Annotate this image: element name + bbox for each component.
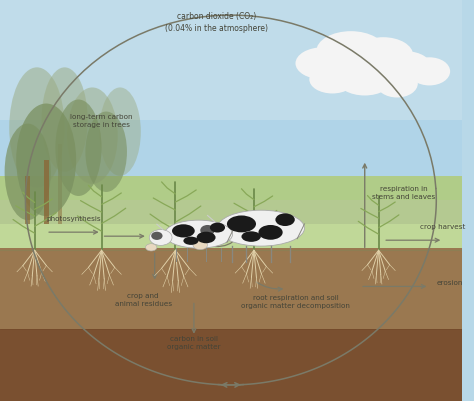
Ellipse shape: [376, 70, 418, 98]
Ellipse shape: [353, 38, 413, 74]
Ellipse shape: [183, 237, 199, 245]
Bar: [44, 160, 49, 225]
Ellipse shape: [381, 52, 432, 84]
Text: erosion: erosion: [436, 280, 463, 286]
Bar: [0, 329, 462, 401]
Ellipse shape: [295, 48, 351, 80]
Text: respiration in
stems and leaves: respiration in stems and leaves: [373, 186, 436, 199]
Text: long-term carbon
storage in trees: long-term carbon storage in trees: [70, 113, 133, 127]
Text: crop harvest: crop harvest: [420, 224, 465, 229]
Text: photosynthesis: photosynthesis: [46, 216, 101, 221]
Ellipse shape: [9, 68, 64, 188]
Ellipse shape: [146, 244, 157, 251]
Bar: [0, 0, 462, 120]
Ellipse shape: [197, 232, 216, 244]
Ellipse shape: [258, 225, 283, 240]
Bar: [26, 176, 29, 225]
Ellipse shape: [227, 216, 256, 233]
Ellipse shape: [151, 232, 163, 240]
Text: carbon dioxide (CO₂)
(0.04% in the atmosphere): carbon dioxide (CO₂) (0.04% in the atmos…: [165, 12, 268, 33]
Ellipse shape: [193, 241, 208, 250]
Ellipse shape: [5, 124, 51, 221]
Text: root respiration and soil
organic matter decomposition: root respiration and soil organic matter…: [241, 295, 350, 309]
Bar: [0, 225, 462, 257]
Ellipse shape: [316, 32, 385, 72]
Ellipse shape: [164, 221, 233, 249]
Bar: [0, 0, 462, 225]
Ellipse shape: [55, 100, 101, 196]
Bar: [0, 176, 462, 257]
Ellipse shape: [198, 223, 227, 243]
Ellipse shape: [241, 232, 261, 242]
Ellipse shape: [275, 214, 295, 227]
Ellipse shape: [99, 88, 141, 176]
Ellipse shape: [85, 112, 127, 192]
Ellipse shape: [200, 225, 215, 236]
Ellipse shape: [409, 58, 450, 86]
Ellipse shape: [172, 225, 195, 238]
Ellipse shape: [67, 88, 118, 184]
Ellipse shape: [42, 68, 88, 172]
Bar: [58, 144, 62, 225]
Text: carbon in soil
organic matter: carbon in soil organic matter: [167, 335, 221, 349]
Ellipse shape: [210, 223, 225, 233]
Ellipse shape: [217, 211, 304, 247]
Ellipse shape: [149, 230, 172, 246]
Bar: [0, 200, 462, 225]
Ellipse shape: [16, 104, 76, 217]
Ellipse shape: [337, 64, 392, 96]
Bar: [0, 249, 462, 329]
Ellipse shape: [310, 66, 356, 94]
Text: crop and
animal residues: crop and animal residues: [115, 293, 172, 307]
